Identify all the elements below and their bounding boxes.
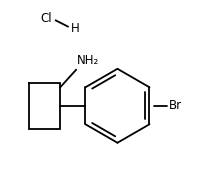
- Text: NH₂: NH₂: [77, 54, 99, 67]
- Text: Cl: Cl: [40, 12, 52, 25]
- Text: Br: Br: [169, 99, 182, 112]
- Text: H: H: [71, 22, 80, 35]
